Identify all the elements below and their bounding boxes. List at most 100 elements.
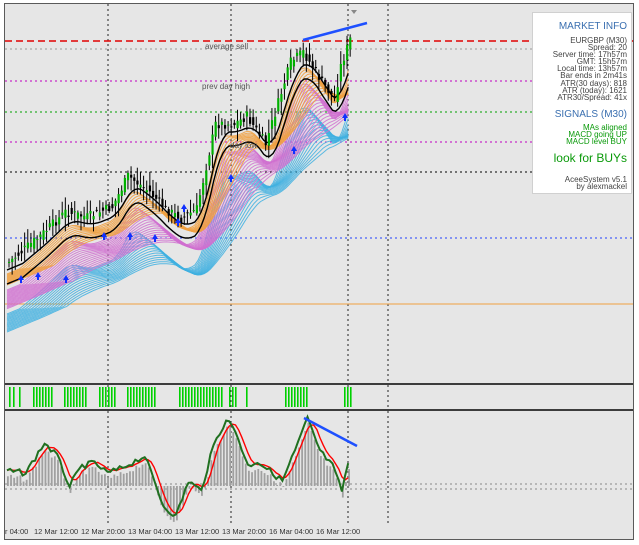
histogram-bar (176, 486, 178, 521)
candle-body (123, 177, 127, 193)
time-label-5: 13 Mar 20:00 (222, 527, 267, 536)
histogram-bar (269, 474, 272, 486)
buy-arrow-icon (342, 113, 348, 121)
histogram-bar (260, 470, 263, 486)
buy-arrow-icon (175, 218, 181, 226)
histogram-bar (304, 430, 307, 486)
candle-body (48, 223, 51, 228)
histogram-bar (60, 466, 63, 486)
candle-body (117, 194, 120, 204)
histogram-bar (122, 473, 125, 486)
histogram-bar (7, 476, 9, 486)
histogram-bar (194, 486, 197, 492)
blue-ma-ribbon-line (6, 136, 349, 332)
signal-bar (182, 387, 184, 407)
signal-bar (51, 387, 53, 407)
histogram-bar (329, 466, 332, 486)
signal-bar (235, 387, 237, 407)
histogram-bar (307, 422, 310, 486)
candle-body (314, 66, 317, 69)
candle-body (26, 242, 29, 249)
candle-body (8, 261, 11, 263)
oscillator-divergence-line (303, 416, 358, 448)
candle-body (79, 214, 83, 217)
candle-body (155, 194, 158, 199)
bar-ends-text: Bar ends in 2m41s (560, 71, 627, 80)
histogram-bar (47, 451, 50, 486)
histogram-bar (263, 473, 266, 486)
oscillator-pane[interactable] (5, 411, 633, 524)
candle-body (73, 211, 76, 213)
signal-bar (145, 387, 147, 407)
pane-separator-2[interactable] (5, 409, 633, 411)
magenta-ma-ribbon-line (6, 112, 349, 307)
oscillator-main-line (6, 414, 350, 518)
signal-bar (297, 387, 299, 407)
candle-body (280, 94, 283, 102)
price-trend-line (302, 21, 368, 42)
signal-bar (291, 387, 293, 407)
time-label-4: 13 Mar 12:00 (175, 527, 220, 536)
pane-separator-1[interactable] (5, 383, 633, 385)
histogram-bar (63, 478, 66, 486)
candle-body (51, 219, 55, 227)
histogram-bar (313, 439, 316, 486)
signal-bar (218, 387, 220, 407)
oscillator-canvas[interactable] (5, 411, 633, 524)
candle-body (299, 50, 302, 56)
chart-window[interactable]: average sell prev day high day low MARKE… (4, 3, 634, 540)
candle-body (289, 57, 292, 70)
candle-body (20, 250, 23, 254)
average-sell-label: average sell (205, 42, 249, 51)
blue-ma-ribbon-line (6, 136, 349, 331)
signal-bar (102, 387, 104, 407)
buy-arrow-icon (18, 275, 24, 283)
time-label-3: 13 Mar 04:00 (128, 527, 173, 536)
oscillator-signal-line (6, 423, 349, 515)
candle-body (92, 216, 95, 220)
prev-day-high-label: prev day high (202, 82, 251, 91)
histogram-bar (301, 439, 304, 486)
histogram-bar (248, 470, 250, 486)
signal-bar (206, 387, 208, 407)
candle-body (252, 117, 255, 125)
histogram-bar (125, 472, 128, 486)
histogram-bar (310, 431, 313, 486)
signal-bar (85, 387, 87, 407)
candle-body (29, 242, 33, 247)
histogram-bar (88, 467, 91, 486)
signal-bar-pane[interactable] (5, 385, 633, 409)
histogram-bar (85, 474, 88, 486)
buy-arrow-icon (152, 234, 158, 242)
histogram-bar (94, 467, 97, 486)
candle-body (145, 190, 148, 193)
histogram-bar (100, 474, 103, 486)
candle-body (148, 185, 152, 192)
histogram-bar (110, 477, 113, 486)
candle-body (98, 212, 101, 217)
local-time-text: Local time: 13h57m (557, 64, 627, 73)
candle-body (14, 257, 17, 259)
signal-bar (9, 387, 11, 407)
candle-body (283, 83, 286, 90)
candle-body (45, 231, 48, 233)
histogram-bar (185, 486, 188, 495)
candle-body (295, 52, 299, 56)
histogram-bar (135, 465, 138, 486)
price-chart-canvas[interactable] (5, 4, 633, 383)
price-pane[interactable]: average sell prev day high day low MARKE… (5, 4, 633, 383)
candle-body (70, 207, 73, 214)
day-low-label: day low (230, 141, 258, 150)
signal-bar-canvas[interactable] (5, 385, 633, 409)
signal-bar (70, 387, 72, 407)
histogram-bar (129, 471, 131, 486)
histogram-bar (341, 486, 344, 498)
candle-body (349, 37, 352, 50)
atr-spread-text: ATR30/Spread: 41x (557, 93, 627, 102)
signal-bar (127, 387, 129, 407)
histogram-bar (254, 470, 257, 486)
histogram-bar (82, 470, 84, 486)
signal-bar (76, 387, 78, 407)
signal-bar (215, 387, 217, 407)
candle-body (95, 209, 98, 211)
